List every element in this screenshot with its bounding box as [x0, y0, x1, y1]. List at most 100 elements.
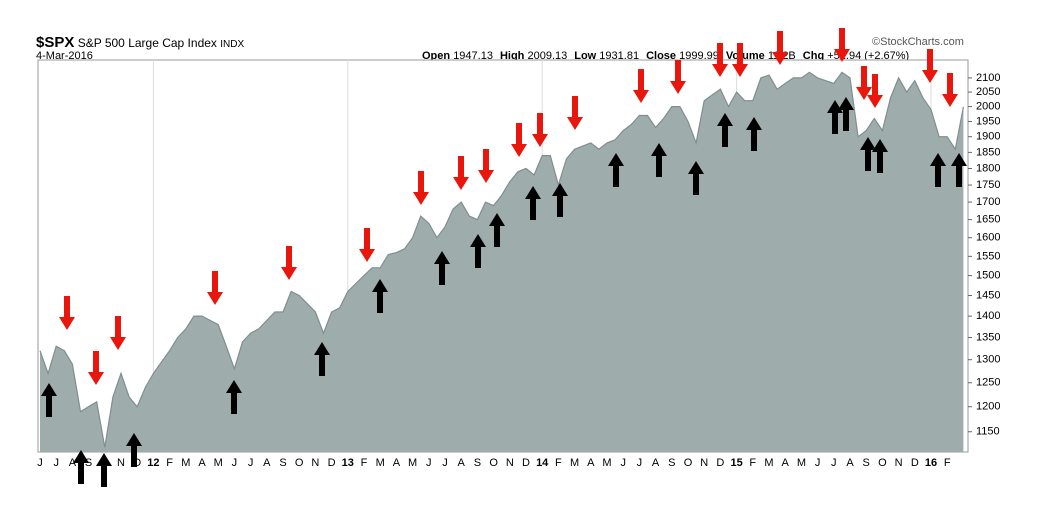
up-arrow: [372, 279, 388, 313]
y-tick-label: 1600: [976, 232, 1000, 244]
date: 4-Mar-2016: [36, 50, 93, 62]
stat-label: Close: [646, 50, 677, 62]
x-tick-label: J: [637, 457, 643, 469]
down-arrow: [834, 28, 850, 62]
x-tick-label: N: [311, 457, 319, 469]
y-tick-label: 1400: [976, 310, 1000, 322]
up-arrow: [717, 113, 733, 147]
x-tick-label: F: [166, 457, 173, 469]
x-tick-label: O: [295, 457, 304, 469]
up-arrow: [860, 137, 876, 171]
up-arrow: [872, 139, 888, 173]
x-tick-label: D: [328, 457, 336, 469]
x-tick-label: J: [248, 457, 254, 469]
x-tick-label: J: [442, 457, 448, 469]
stat-value: 1931.81: [599, 50, 640, 62]
stat-label: Low: [574, 50, 597, 62]
up-arrow: [434, 251, 450, 285]
x-tick-label: F: [555, 457, 562, 469]
up-arrow: [126, 433, 142, 467]
y-tick-label: 1700: [976, 196, 1000, 208]
down-arrow: [633, 69, 649, 103]
down-arrow: [413, 171, 429, 205]
y-tick-label: 2000: [976, 100, 1000, 112]
x-tick-label: F: [749, 457, 756, 469]
y-tick-label: 1950: [976, 115, 1000, 127]
x-tick-label: N: [117, 457, 125, 469]
down-arrow: [867, 74, 883, 108]
down-arrow: [712, 43, 728, 77]
stat-label: Open: [422, 50, 451, 62]
stats-row: Open 1947.13 High 2009.13 Low 1931.81 Close…: [422, 50, 916, 62]
down-arrow: [856, 66, 872, 100]
up-arrow: [489, 213, 505, 247]
up-arrow: [470, 234, 486, 268]
down-arrow: [359, 228, 375, 262]
x-tick-label: S: [474, 457, 481, 469]
x-tick-label: J: [426, 457, 432, 469]
up-arrow: [226, 380, 242, 414]
stat-value: 1947.13: [453, 50, 493, 62]
y-tick-label: 1500: [976, 270, 1000, 282]
y-tick-label: 1850: [976, 146, 1000, 158]
down-arrow: [532, 113, 548, 147]
x-tick-label: D: [716, 457, 724, 469]
credit: ©StockCharts.com: [872, 36, 964, 48]
y-tick-label: 1200: [976, 401, 1000, 413]
down-arrow: [110, 316, 126, 350]
x-tick-label: M: [181, 457, 190, 469]
down-arrow: [453, 156, 469, 190]
x-tick-label: O: [489, 457, 498, 469]
up-arrow: [930, 153, 946, 187]
down-arrow: [732, 43, 748, 77]
up-arrow: [746, 117, 762, 151]
x-tick-label: A: [198, 457, 206, 469]
x-tick-label: A: [782, 457, 790, 469]
y-tick-label: 1150: [976, 426, 1000, 438]
down-arrow: [567, 96, 583, 130]
up-arrow: [608, 153, 624, 187]
y-tick-label: 1650: [976, 214, 1000, 226]
y-tick-label: 1350: [976, 331, 1000, 343]
x-tick-label: F: [944, 457, 951, 469]
line: [39, 71, 964, 448]
exchange: INDX: [220, 39, 245, 50]
y-tick-label: 1450: [976, 289, 1000, 301]
x-tick-label: 12: [147, 457, 159, 469]
up-arrow: [951, 153, 967, 187]
y-tick-label: 1750: [976, 179, 1000, 191]
up-arrow: [96, 453, 112, 487]
y-tick-label: 1800: [976, 162, 1000, 174]
y-tick-label: 2050: [976, 86, 1000, 98]
y-tick-label: 1900: [976, 131, 1000, 143]
x-tick-label: 14: [536, 457, 549, 469]
x-tick-label: J: [620, 457, 626, 469]
x-tick-label: N: [700, 457, 708, 469]
down-arrow: [281, 246, 297, 280]
stat-value: 2009.13: [527, 50, 568, 62]
x-tick-label: M: [764, 457, 773, 469]
stat-label: High: [499, 50, 525, 62]
x-tick-label: A: [846, 457, 854, 469]
x-tick-label: S: [863, 457, 870, 469]
x-tick-label: A: [652, 457, 660, 469]
x-tick-label: A: [458, 457, 466, 469]
x-tick-label: O: [878, 457, 887, 469]
x-tick-label: J: [815, 457, 821, 469]
stat: High 2009.13: [500, 50, 567, 62]
x-tick-label: J: [232, 457, 238, 469]
stat-value: 1999.99: [679, 50, 719, 62]
x-tick-label: A: [69, 457, 77, 469]
x-tick-label: J: [831, 457, 837, 469]
down-arrow: [88, 351, 104, 385]
x-tick-label: M: [214, 457, 223, 469]
x-tick-label: M: [570, 457, 579, 469]
area: [40, 72, 964, 453]
up-arrow: [688, 161, 704, 195]
chart-title: S&P 500 Large Cap Index: [77, 36, 217, 50]
header-left: $SPX S&P 500 Large Cap Index INDX: [36, 34, 244, 51]
y-tick-label: 1300: [976, 354, 1000, 366]
up-arrow: [838, 97, 854, 131]
down-arrow: [942, 73, 958, 107]
